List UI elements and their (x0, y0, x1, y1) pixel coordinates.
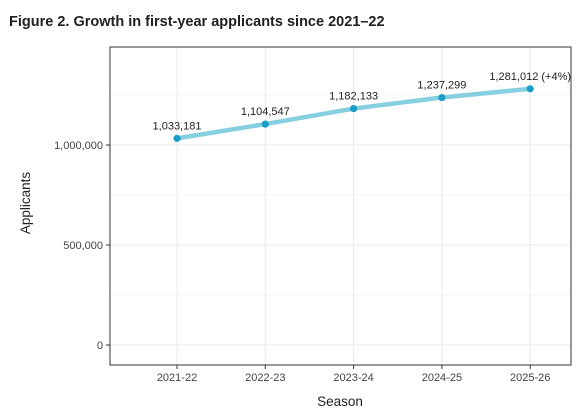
y-tick-label: 1,000,000 (54, 140, 103, 152)
x-tick-label: 2022-23 (245, 372, 285, 384)
y-tick-label: 500,000 (63, 240, 103, 252)
plot-panel-border (109, 46, 572, 366)
series-applicants (173, 85, 534, 142)
x-tick-label: 2023-24 (333, 372, 373, 384)
x-tick-label: 2025-26 (510, 372, 550, 384)
data-label: 1,182,133 (329, 91, 378, 103)
figure-title: Figure 2. Growth in first-year applicant… (9, 14, 385, 30)
y-tick-label: 0 (97, 340, 103, 352)
data-label: 1,237,299 (417, 80, 466, 92)
data-label: 1,104,547 (241, 106, 290, 118)
x-axis-title: Season (317, 394, 363, 409)
data-point (350, 104, 358, 113)
gridlines (110, 47, 571, 365)
data-label: 1,281,012 (+4%) (489, 71, 571, 83)
x-tick-label: 2021-22 (157, 372, 197, 384)
data-point (526, 85, 534, 93)
data-label: 1,033,181 (153, 120, 202, 132)
x-tick-label: 2024-25 (422, 372, 462, 384)
data-labels: 1,033,181 1,104,547 1,182,133 1,237,299 1,28… (153, 71, 571, 133)
data-point (261, 120, 269, 128)
y-axis-title: Applicants (18, 172, 33, 235)
data-point (173, 134, 181, 142)
axis-ticks: 0 500,000 1,000,000 2021-22 2022-23 2023-24 20… (54, 140, 550, 384)
data-point (438, 93, 446, 102)
